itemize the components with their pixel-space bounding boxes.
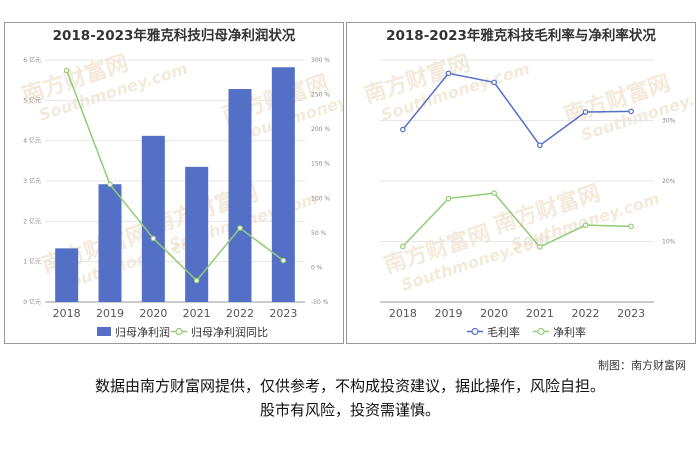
legend-label: 毛利率 [487, 325, 520, 339]
line-point [280, 257, 287, 264]
x-tick-label: 2023 [617, 307, 645, 320]
x-tick-label: 2019 [96, 307, 124, 320]
margin-chart-panel: 南方财富网 Southmoney.com 南方财富网 Southmoney.com 南方… [346, 22, 696, 344]
bar [98, 184, 122, 302]
disclaimer-line-2: 股市有风险，投资需谨慎。 [259, 401, 440, 419]
y-right-tick-label: 200 % [311, 126, 330, 133]
y-right-tick-label: -50 % [311, 299, 329, 306]
y-left-tick-label: 3 亿元 [23, 177, 41, 185]
line-point [537, 244, 543, 250]
bar [185, 166, 209, 302]
series-line-yoy [65, 70, 284, 282]
bar [55, 248, 79, 302]
y-right-tick-label: 100 % [311, 195, 330, 202]
chart-title: 2018-2023年雅克科技毛利率与净利率状况 [386, 27, 656, 44]
line-point [491, 190, 497, 196]
line-point [582, 109, 589, 115]
chart-title: 2018-2023年雅克科技归母净利润状况 [53, 27, 296, 44]
line-point [445, 70, 452, 77]
line-point [63, 67, 70, 74]
legend-swatch-bar [97, 327, 111, 336]
line-point [582, 222, 589, 228]
x-tick-label: 2018 [53, 307, 81, 320]
legend-label-line: 归母净利润同比 [191, 325, 268, 339]
line-point [400, 126, 406, 133]
line-point [150, 235, 157, 242]
y-left-tick-label: 2 亿元 [23, 217, 41, 225]
legend-swatch-marker [471, 327, 479, 336]
series-line-1 [402, 192, 632, 248]
line-point [445, 195, 452, 202]
line-point [628, 108, 634, 115]
x-tick-label: 2020 [139, 307, 167, 320]
bar [271, 67, 295, 302]
y-right-tick-label: 0 % [311, 264, 323, 271]
line-point [491, 79, 497, 86]
x-tick-label: 2019 [435, 307, 463, 320]
y-left-tick-label: 5 亿元 [23, 96, 41, 104]
y-left-tick-label: 1 亿元 [23, 258, 41, 266]
line-point [628, 223, 634, 230]
profit-chart: 南方财富网Southmoney.com南方财富网Southmoney.com南方… [19, 27, 343, 339]
y-right-tick-label: 10% [662, 239, 676, 246]
chart-credit: 制图：南方财富网 [598, 359, 686, 372]
legend-swatch-marker [175, 327, 183, 336]
y-left-tick-label: 6 亿元 [23, 56, 41, 64]
legend-label: 净利率 [553, 325, 586, 339]
y-right-tick-label: 250 % [311, 92, 330, 99]
line-point [237, 225, 243, 231]
profit-chart-panel: 南方财富网Southmoney.com南方财富网Southmoney.com南方… [4, 22, 344, 344]
x-tick-label: 2020 [480, 307, 508, 320]
y-left-tick-label: 0 亿元 [23, 298, 41, 306]
y-right-tick-label: 50 % [311, 230, 327, 237]
y-left-tick-label: 4 亿元 [23, 137, 41, 145]
x-tick-label: 2021 [526, 307, 554, 320]
x-tick-label: 2018 [389, 307, 417, 320]
bar [228, 89, 252, 302]
y-right-tick-label: 150 % [311, 161, 330, 168]
legend-label-bar: 归母净利润 [115, 325, 170, 339]
margin-chart: 南方财富网Southmoney.com南方财富网Southmoney.com南方… [361, 27, 695, 339]
line-point [193, 277, 200, 284]
x-tick-label: 2023 [269, 307, 297, 320]
disclaimer-line-1: 数据由南方财富网提供，仅供参考，不构成投资建议，据此操作，风险自担。 [94, 377, 605, 395]
legend-swatch-marker [537, 327, 545, 336]
x-tick-label: 2022 [572, 307, 600, 320]
line-point [107, 181, 113, 188]
y-right-tick-label: 20% [662, 178, 676, 185]
bar [141, 135, 165, 302]
x-tick-label: 2022 [226, 307, 254, 320]
y-right-tick-label: 300 % [311, 57, 330, 64]
y-right-tick-label: 30% [662, 118, 676, 125]
line-point [400, 243, 406, 250]
line-point [537, 142, 543, 149]
x-tick-label: 2021 [183, 307, 211, 320]
series-line-0 [402, 72, 632, 147]
